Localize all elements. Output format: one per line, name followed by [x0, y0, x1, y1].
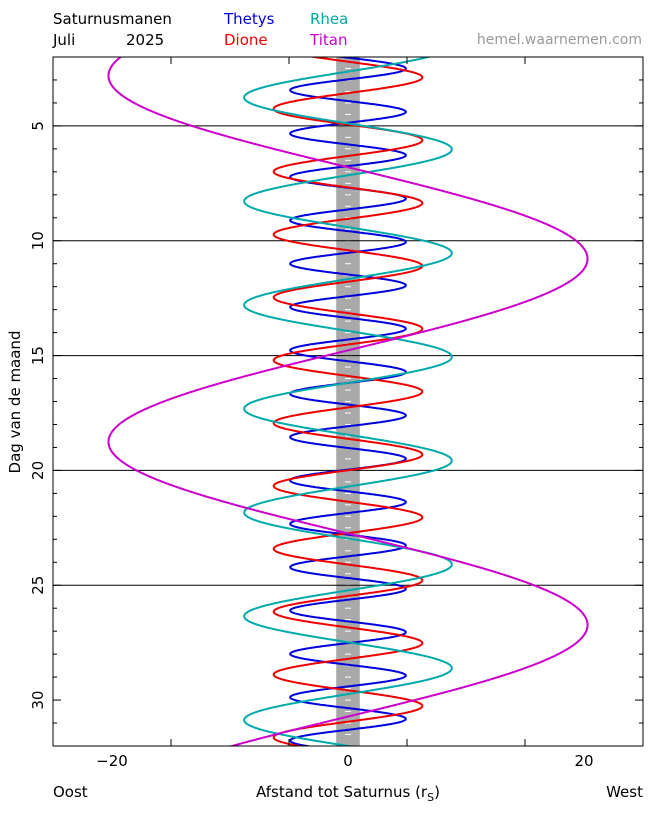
orbit-curve-rhea: [243, 57, 453, 746]
legend-entry-dione: Dione: [224, 31, 268, 49]
chart-title: Saturnusmanen: [53, 10, 172, 28]
y-tick-label: 15: [29, 346, 47, 365]
month-label: Juli: [53, 31, 76, 49]
x-tick-label: 0: [343, 752, 353, 770]
orbit-curve-thetys: [289, 57, 407, 746]
right-direction-label: West: [606, 783, 643, 801]
y-tick-label: 20: [29, 461, 47, 480]
y-tick-label: 25: [29, 576, 47, 595]
x-tick-label: 20: [574, 752, 593, 770]
legend-entry-rhea: Rhea: [310, 10, 349, 28]
y-tick-label: 5: [29, 121, 47, 131]
orbit-curve-titan: [107, 57, 589, 746]
left-direction-label: Oost: [53, 783, 88, 801]
year-label: 2025: [126, 31, 165, 49]
y-tick-label: 10: [29, 231, 47, 250]
x-axis-label: Afstand tot Saturnus (rS): [256, 783, 440, 804]
website-credit: hemel.waarnemen.com: [476, 32, 642, 48]
orbit-curve-dione: [272, 57, 424, 746]
y-tick-label: 30: [29, 691, 47, 710]
y-axis-label: Dag van de maand: [6, 331, 24, 474]
x-tick-label: −20: [96, 752, 128, 770]
legend-entry-titan: Titan: [310, 31, 348, 49]
legend-entry-thetys: Thetys: [224, 10, 275, 28]
